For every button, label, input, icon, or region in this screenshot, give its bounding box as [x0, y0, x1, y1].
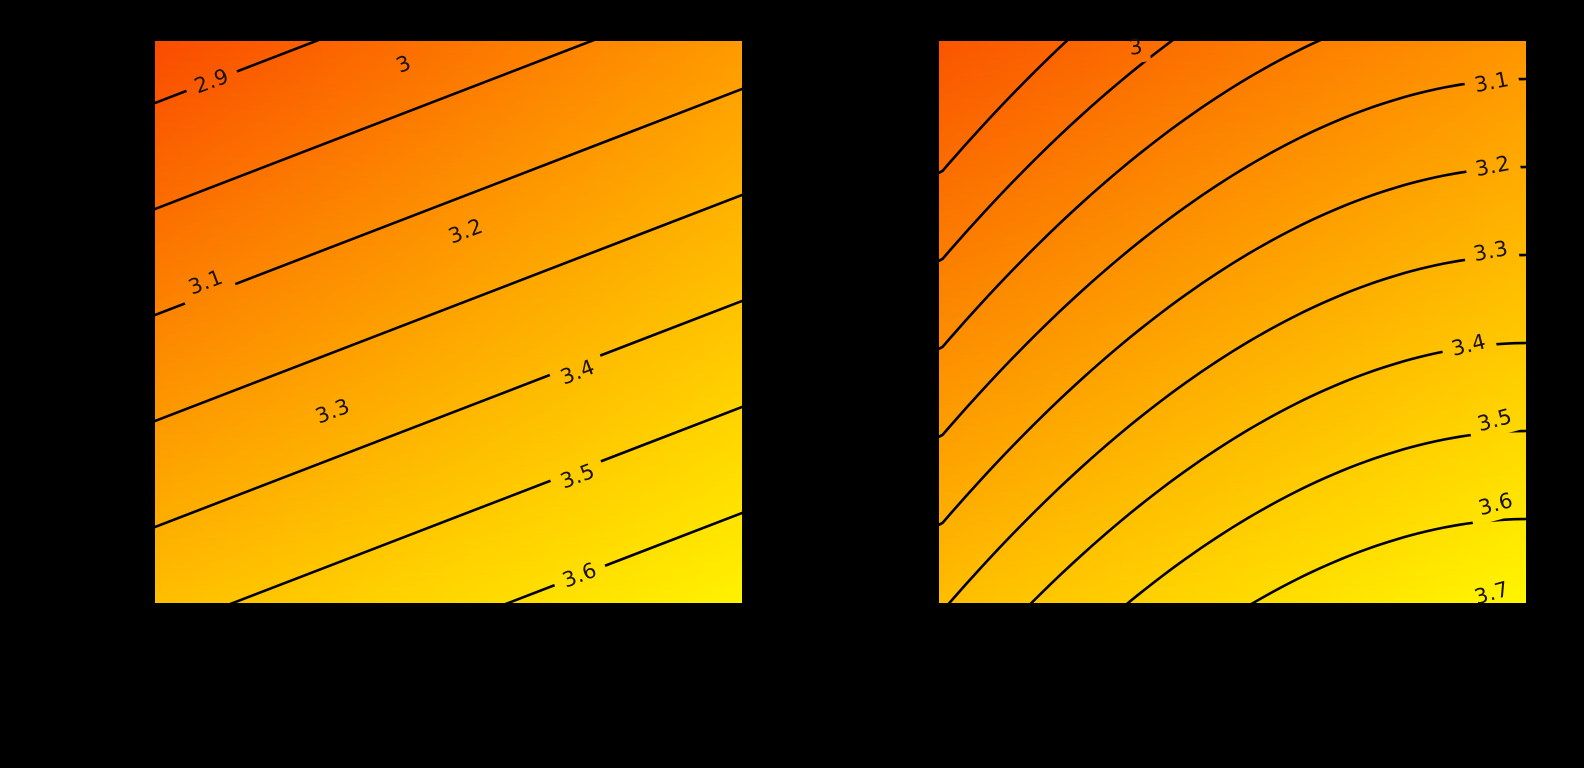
left-panel-surface	[155, 41, 742, 603]
right-contour-lines	[939, 41, 1526, 603]
left-contour-plot	[155, 41, 742, 603]
contour-line	[1029, 341, 1526, 603]
contour-line	[155, 193, 742, 423]
contour-line	[155, 41, 595, 211]
contour-line	[1250, 517, 1526, 603]
contour-line	[155, 87, 742, 317]
right-contour-plot	[939, 41, 1526, 603]
contour-line	[939, 165, 1526, 527]
contour-line	[947, 253, 1526, 603]
contour-line	[939, 41, 1069, 175]
contour-line	[229, 405, 742, 603]
contour-line	[504, 511, 742, 603]
left-contour-lines	[155, 41, 742, 603]
contour-line	[939, 41, 1322, 351]
contour-line	[1126, 429, 1526, 603]
contour-line	[155, 299, 742, 529]
right-panel-surface	[939, 41, 1526, 603]
left-contour-panel: 2.9 3 3.2 3.1 3.4 3.3 3.5 3.6	[155, 41, 742, 603]
contour-line	[155, 41, 320, 105]
contour-line	[939, 41, 1174, 263]
left-field-overlay	[155, 41, 742, 603]
contour-line	[939, 77, 1526, 439]
right-contour-panel: 3 3.1 3.2 3.3 3.4 3.5 3.6 3.7	[939, 34, 1526, 609]
